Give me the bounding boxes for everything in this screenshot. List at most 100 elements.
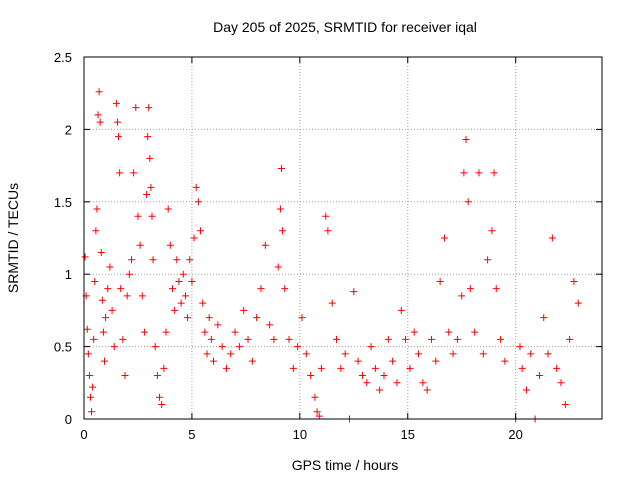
data-point — [148, 212, 156, 220]
data-point — [522, 386, 530, 394]
x-tick-label: 15 — [401, 427, 415, 442]
data-point — [358, 372, 366, 380]
data-point — [367, 343, 375, 351]
data-point — [85, 372, 93, 380]
data-point — [166, 241, 174, 249]
data-point — [181, 292, 189, 300]
data-point — [460, 169, 468, 177]
data-point — [91, 277, 99, 285]
data-point — [227, 350, 235, 358]
data-point — [113, 118, 121, 126]
data-point — [266, 321, 274, 329]
data-point — [393, 379, 401, 387]
data-point — [479, 350, 487, 358]
data-point — [138, 292, 146, 300]
data-point — [160, 364, 168, 372]
data-point — [136, 241, 144, 249]
data-point — [108, 306, 116, 314]
y-tick-label: 2.5 — [54, 50, 72, 65]
data-point — [548, 234, 556, 242]
data-point — [88, 408, 96, 416]
data-point — [270, 335, 278, 343]
data-point — [248, 357, 256, 365]
data-point — [83, 325, 91, 333]
data-point — [317, 364, 325, 372]
data-point — [123, 292, 131, 300]
data-point — [188, 277, 196, 285]
chart-title: Day 205 of 2025, SRMTID for receiver iqa… — [213, 19, 477, 35]
data-point — [274, 263, 282, 271]
data-point — [516, 343, 524, 351]
data-point — [518, 364, 526, 372]
data-point — [402, 335, 410, 343]
data-point — [190, 234, 198, 242]
data-point — [453, 335, 461, 343]
data-point — [98, 296, 106, 304]
data-point — [410, 328, 418, 336]
data-point — [145, 104, 153, 112]
data-point — [497, 335, 505, 343]
plot-frame — [83, 56, 603, 420]
data-point — [102, 314, 110, 322]
data-point — [125, 270, 133, 278]
data-point — [244, 335, 252, 343]
x-tick-label: 10 — [293, 427, 307, 442]
data-point — [201, 328, 209, 336]
data-point — [397, 306, 405, 314]
y-axis-label: SRMTID / TECUs — [5, 183, 21, 293]
data-point — [84, 350, 92, 358]
data-point — [363, 379, 371, 387]
data-point — [376, 386, 384, 394]
data-point — [214, 321, 222, 329]
data-point — [337, 364, 345, 372]
data-point — [203, 350, 211, 358]
data-point — [149, 256, 157, 264]
data-point — [322, 212, 330, 220]
data-point — [285, 335, 293, 343]
data-point — [96, 118, 104, 126]
data-point — [371, 364, 379, 372]
data-point — [173, 256, 181, 264]
data-point — [257, 285, 265, 293]
data-point — [315, 412, 323, 420]
data-point — [324, 227, 332, 235]
data-point — [106, 263, 114, 271]
data-point — [436, 277, 444, 285]
x-tick-label: 20 — [508, 427, 522, 442]
data-point — [158, 401, 166, 409]
data-point — [471, 328, 479, 336]
data-point — [294, 343, 302, 351]
y-tick-label: 1.5 — [54, 195, 72, 210]
data-point — [210, 357, 217, 365]
data-point — [92, 227, 100, 235]
data-point — [197, 227, 205, 235]
data-point — [313, 408, 321, 416]
data-point — [466, 285, 474, 293]
data-point — [289, 364, 297, 372]
data-point — [194, 198, 202, 206]
data-point — [168, 285, 176, 293]
data-point — [432, 357, 440, 365]
data-point — [177, 299, 185, 307]
data-point — [146, 154, 154, 162]
data-point — [389, 357, 397, 365]
data-point — [281, 285, 289, 293]
data-point — [277, 164, 285, 172]
data-point — [117, 285, 125, 293]
data-point — [119, 335, 127, 343]
data-point — [199, 299, 207, 307]
data-point — [440, 234, 448, 242]
data-point — [134, 212, 142, 220]
data-point — [302, 350, 310, 358]
data-point — [115, 133, 123, 141]
data-point — [127, 256, 135, 264]
data-point — [171, 306, 179, 314]
data-point — [240, 306, 248, 314]
axis-ticks: 0 5 10 15 20 0 0.5 1 1.5 2 2.5 — [54, 50, 602, 442]
data-point — [333, 335, 341, 343]
data-point — [415, 350, 423, 358]
data-point — [93, 205, 101, 213]
data-point — [311, 393, 319, 401]
data-point — [162, 328, 170, 336]
